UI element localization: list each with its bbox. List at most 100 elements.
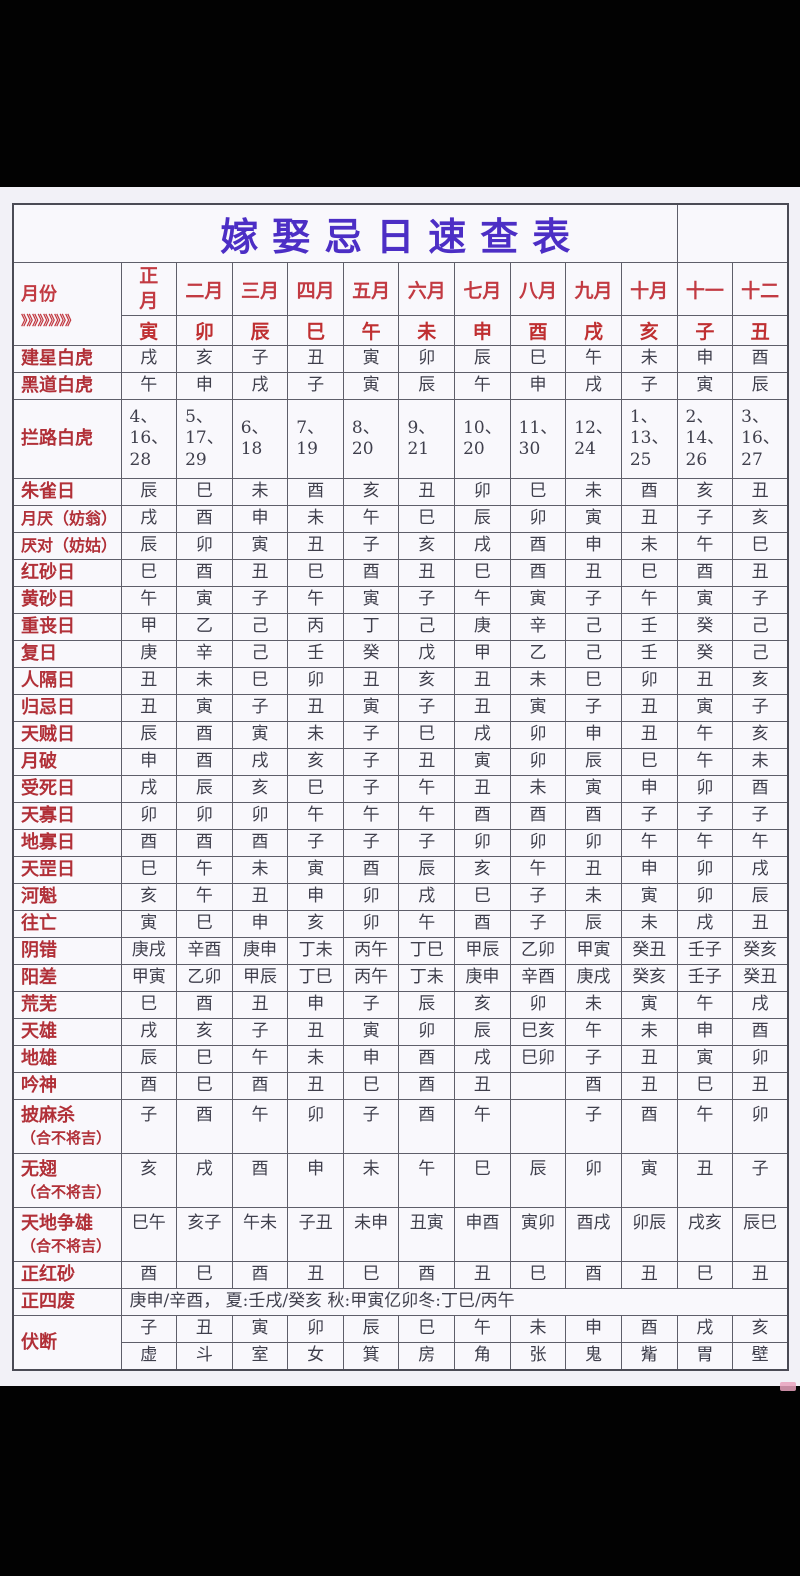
table-cell: 卯 (231, 802, 289, 830)
table-cell: 亥子 (176, 1207, 233, 1262)
table-cell: 箕 (342, 1342, 400, 1371)
page-content: 嫁娶忌日速查表 月份 》》》》》》》》》 正月 二月 三月 四月 五月 六月 七月 八月 九月十… (0, 187, 800, 1386)
row-label: 拦路白虎 (12, 399, 122, 479)
table-cell: 未 (342, 1153, 400, 1208)
table-cell: 申 (231, 910, 289, 938)
table-cell: 子 (565, 694, 622, 722)
row-label: 荒芜 (12, 991, 122, 1019)
table-cell: 丑 (565, 856, 622, 884)
table-cell: 庚申/辛酉， 夏:壬戌/癸亥 秋:甲寅亿卯冬:丁巳/丙午 (120, 1288, 789, 1316)
month-label: 十二 (741, 279, 780, 302)
row-label: 人隔日 (12, 667, 122, 695)
title-spacer-cell (676, 203, 789, 263)
table-cell: 壬 (287, 640, 344, 668)
table-cell: 巳 (342, 1261, 400, 1289)
table-cell: 申 (287, 883, 344, 911)
branch-header: 戌 (565, 315, 622, 346)
table-cell: 1、13、25 (620, 399, 678, 479)
row-label-text: 朱雀日 (21, 481, 75, 503)
table-cell: 戌 (732, 991, 789, 1019)
table-cell: 卯 (509, 721, 567, 749)
table-cell: 丑 (620, 694, 678, 722)
table-cell: 午 (676, 748, 734, 776)
table-cell: 壬 (620, 640, 678, 668)
table-cell: 酉 (287, 478, 344, 506)
table-cell: 寅 (120, 910, 178, 938)
table-cell: 戌 (231, 748, 289, 776)
table-cell: 丑 (287, 345, 344, 373)
branch-header: 巳 (287, 315, 344, 346)
watermark-fragment (780, 1382, 796, 1391)
table-cell: 亥 (287, 748, 344, 776)
month-label: 十一 (685, 279, 724, 302)
table-cell: 寅 (565, 505, 622, 533)
table-cell: 卯 (398, 345, 456, 373)
row-label: 吟神 (12, 1072, 122, 1100)
row-label: 阴错 (12, 937, 122, 965)
table-cell: 辰 (565, 910, 622, 938)
row-label: 黑道白虎 (12, 372, 122, 400)
row-label: 往亡 (12, 910, 122, 938)
table-cell: 酉 (509, 802, 567, 830)
table-cell: 未 (732, 748, 789, 776)
table-cell: 未 (231, 478, 289, 506)
row-label-text: 荒芜 (21, 994, 57, 1016)
table-cell: 未 (620, 532, 678, 560)
table-row: 伏断 子丑寅卯辰巳午未申酉戌亥 (12, 1315, 789, 1371)
table-cell: 壬子 (676, 964, 734, 992)
top-black-band (0, 0, 800, 187)
table-cell: 子 (398, 829, 456, 857)
table-cell: 酉 (732, 1018, 789, 1046)
row-label: 地寡日 (12, 829, 122, 857)
table-cell: 酉戌 (565, 1207, 622, 1262)
table-cell: 酉 (620, 1315, 678, 1343)
table-cell: 乙 (509, 640, 567, 668)
table-row: 虚斗室女箕房角张鬼觜胃壁 (13, 1342, 789, 1371)
month-header: 三月 (231, 262, 289, 316)
table-cell: 子 (287, 372, 344, 400)
table-cell: 午 (676, 829, 734, 857)
table-cell: 未 (231, 856, 289, 884)
table-cell: 卯 (565, 829, 622, 857)
table-cell: 亥 (454, 856, 511, 884)
table-cell: 酉 (176, 829, 233, 857)
table-cell: 巳 (398, 505, 456, 533)
table-cell: 丑 (732, 1261, 789, 1289)
table-cell: 酉 (398, 1072, 456, 1100)
table-cell: 子 (231, 586, 289, 614)
table-cell: 10、20 (454, 399, 511, 479)
table-cell: 午 (454, 586, 511, 614)
table-cell: 未申 (342, 1207, 400, 1262)
table-cell: 辰 (120, 1045, 178, 1073)
table-cell: 己 (231, 640, 289, 668)
row-label: 厌对（妨姑） (12, 532, 122, 560)
table-cell: 巳 (398, 721, 456, 749)
table-cell: 午 (287, 802, 344, 830)
branch-header: 子 (676, 315, 734, 346)
table-cell: 巳 (176, 478, 233, 506)
table-cell: 午 (176, 856, 233, 884)
table-cell: 申 (565, 532, 622, 560)
table-row: 人隔日丑未巳卯丑亥丑未巳卯丑亥 (12, 667, 789, 695)
table-cell: 丑 (454, 667, 511, 695)
table-cell: 寅 (342, 1018, 400, 1046)
table-cell: 卯 (620, 667, 678, 695)
row-label: 受死日 (12, 775, 122, 803)
table-cell: 巳 (120, 559, 178, 587)
table-cell: 巳亥 (509, 1018, 567, 1046)
table-cell: 亥 (732, 505, 789, 533)
table-cell: 丑 (620, 1045, 678, 1073)
table-cell: 子 (120, 1315, 178, 1343)
table-cell: 胃 (676, 1342, 734, 1371)
row-label-text: 河魁 (21, 886, 57, 908)
table-cell: 午 (454, 372, 511, 400)
table-row: 厌对（妨姑）辰卯寅丑子亥戌酉申未午巳 (12, 532, 789, 560)
table-cell: 辰 (342, 1315, 400, 1343)
branch-header: 亥 (620, 315, 678, 346)
branch-header: 辰 (231, 315, 289, 346)
row-sublabel: （合不将吉） (21, 1183, 112, 1202)
table-cell: 未 (509, 775, 567, 803)
month-label: 四月 (296, 279, 335, 302)
row-label: 月破 (12, 748, 122, 776)
